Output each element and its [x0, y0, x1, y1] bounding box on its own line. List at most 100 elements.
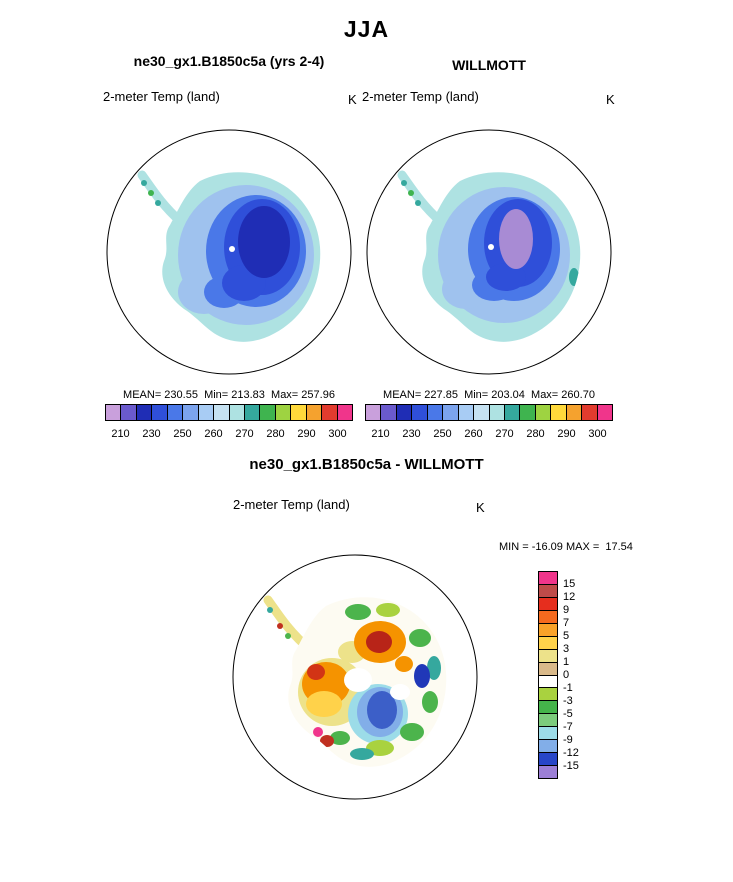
colorbar-tick-label: 7: [563, 617, 570, 629]
diff-minmax-line: MIN = -16.09 MAX = 17.54: [499, 541, 633, 553]
diff-panel-title: ne30_gx1.B1850c5a - WILLMOTT: [249, 456, 484, 473]
colorbar-tick-label: 270: [235, 428, 254, 440]
colorbar-segment: [443, 405, 459, 420]
colorbar-tick-label: 280: [526, 428, 545, 440]
colorbar-segment: [504, 405, 521, 420]
colorbar-segment: [474, 405, 490, 420]
colorbar-segment: [566, 405, 583, 420]
south-pole-marker: [229, 246, 235, 252]
colorbar-tick-label: 1: [563, 656, 570, 668]
model-temp-colorbar-labels: 210 230 250 260 270 280 290 300: [105, 428, 353, 440]
colorbar-tick-label: 290: [557, 428, 576, 440]
colorbar-segment: [539, 675, 557, 689]
land-temperature-fills: [422, 172, 581, 342]
diff-colorbar: [538, 571, 558, 779]
colorbar-tick-label: 250: [173, 428, 192, 440]
colorbar-segment: [214, 405, 230, 420]
colorbar-segment: [198, 405, 215, 420]
map-boundary-circle: [366, 129, 612, 375]
colorbar-tick-label: 3: [563, 643, 570, 655]
model-temp-colorbar: [105, 404, 353, 421]
colorbar-segment: [337, 405, 352, 420]
colorbar-segment: [539, 572, 557, 585]
obs-temp-colorbar-labels: 210 230 250 260 270 280 290 300: [365, 428, 613, 440]
season-title: JJA: [343, 16, 390, 42]
colorbar-segment: [412, 405, 428, 420]
colorbar-tick-label: 210: [111, 428, 130, 440]
land-temperature-fills: [162, 172, 321, 342]
colorbar-segment: [539, 766, 557, 778]
colorbar-segment: [366, 405, 382, 420]
colorbar-segment: [322, 405, 338, 420]
colorbar-tick-label: -1: [563, 682, 573, 694]
colorbar-segment: [183, 405, 199, 420]
colorbar-segment: [539, 584, 557, 598]
colorbar-segment: [582, 405, 598, 420]
colorbar-tick-label: 260: [464, 428, 483, 440]
colorbar-segment: [539, 714, 557, 728]
model-field-label: 2-meter Temp (land): [103, 89, 220, 104]
diff-colorbar-labels: 15 12 9 7 5 3 1 0 -1 -3 -5 -7 -9 -12 -15: [563, 571, 593, 779]
obs-panel-title: WILLMOTT: [452, 57, 526, 73]
colorbar-tick-label: 5: [563, 630, 570, 642]
model-units-label: K: [348, 92, 357, 107]
colorbar-tick-label: 9: [563, 604, 570, 616]
colorbar-tick-label: -15: [563, 760, 579, 772]
colorbar-segment: [597, 405, 612, 420]
colorbar-tick-label: 0: [563, 669, 570, 681]
colorbar-segment: [427, 405, 444, 420]
colorbar-segment: [539, 610, 557, 624]
colorbar-segment: [291, 405, 307, 420]
map-boundary-circle: [106, 129, 352, 375]
colorbar-tick-label: 230: [142, 428, 161, 440]
colorbar-segment: [260, 405, 276, 420]
colorbar-tick-label: 15: [563, 578, 576, 590]
colorbar-segment: [489, 405, 505, 420]
colorbar-segment: [539, 740, 557, 754]
colorbar-segment: [152, 405, 168, 420]
colorbar-segment: [520, 405, 536, 420]
obs-temp-colorbar: [365, 404, 613, 421]
colorbar-tick-label: -3: [563, 695, 573, 707]
colorbar-segment: [551, 405, 567, 420]
colorbar-segment: [539, 597, 557, 611]
colorbar-segment: [539, 662, 557, 676]
colorbar-segment: [306, 405, 323, 420]
colorbar-tick-label: -9: [563, 734, 573, 746]
colorbar-segment: [539, 688, 557, 702]
obs-antarctica-map: [366, 129, 612, 375]
colorbar-segment: [275, 405, 292, 420]
colorbar-tick-label: -7: [563, 721, 573, 733]
colorbar-segment: [396, 405, 413, 420]
land-difference-fills: [288, 597, 447, 767]
colorbar-tick-label: -12: [563, 747, 579, 759]
obs-field-label: 2-meter Temp (land): [362, 89, 479, 104]
colorbar-tick-label: 270: [495, 428, 514, 440]
colorbar-tick-label: 250: [433, 428, 452, 440]
obs-stats-line: MEAN= 227.85 Min= 203.04 Max= 260.70: [383, 389, 595, 401]
colorbar-segment: [244, 405, 261, 420]
diff-units-label: K: [476, 500, 485, 515]
colorbar-segment: [539, 753, 557, 767]
colorbar-segment: [539, 623, 557, 637]
colorbar-tick-label: 12: [563, 591, 576, 603]
colorbar-tick-label: -5: [563, 708, 573, 720]
colorbar-tick-label: 300: [328, 428, 347, 440]
colorbar-segment: [535, 405, 552, 420]
map-boundary-circle: [232, 554, 478, 800]
diff-antarctica-map: [232, 554, 478, 800]
south-pole-marker: [354, 673, 360, 679]
colorbar-tick-label: 260: [204, 428, 223, 440]
colorbar-tick-label: 280: [266, 428, 285, 440]
colorbar-tick-label: 290: [297, 428, 316, 440]
south-pole-marker: [488, 244, 494, 250]
colorbar-segment: [539, 649, 557, 663]
colorbar-segment: [539, 636, 557, 650]
colorbar-tick-label: 210: [371, 428, 390, 440]
colorbar-segment: [539, 727, 557, 741]
colorbar-segment: [381, 405, 397, 420]
model-panel-title: ne30_gx1.B1850c5a (yrs 2-4): [133, 53, 325, 69]
colorbar-segment: [539, 701, 557, 715]
model-antarctica-map: [106, 129, 352, 375]
